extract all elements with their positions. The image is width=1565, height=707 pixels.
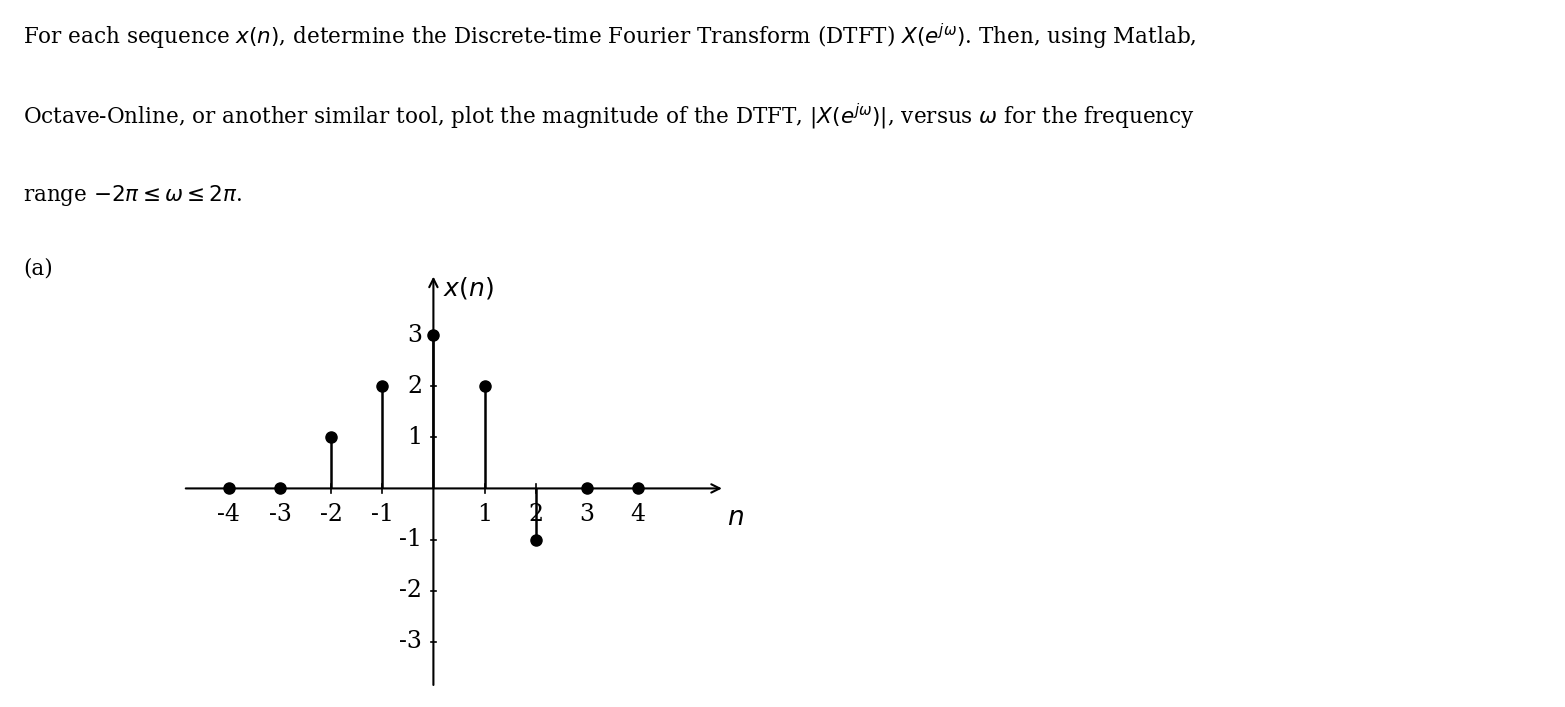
Text: Octave-Online, or another similar tool, plot the magnitude of the DTFT, $|X(e^{j: Octave-Online, or another similar tool, … [23,102,1196,132]
Text: For each sequence $x(n)$, determine the Discrete-time Fourier Transform (DTFT) $: For each sequence $x(n)$, determine the … [23,21,1197,52]
Text: 4: 4 [631,503,645,526]
Text: -3: -3 [399,630,423,653]
Text: -4: -4 [218,503,241,526]
Text: range $-2\pi \leq \omega \leq 2\pi$.: range $-2\pi \leq \omega \leq 2\pi$. [23,182,243,208]
Text: -1: -1 [399,528,423,551]
Text: 1: 1 [477,503,491,526]
Text: 2: 2 [527,503,543,526]
Text: -3: -3 [269,503,291,526]
Text: -2: -2 [399,579,423,602]
Text: -1: -1 [371,503,394,526]
Text: (a): (a) [23,258,53,280]
Text: $x(n)$: $x(n)$ [443,275,493,300]
Text: 2: 2 [407,375,423,398]
Text: 3: 3 [407,324,423,346]
Text: 3: 3 [579,503,595,526]
Text: $n$: $n$ [728,505,745,530]
Text: -2: -2 [319,503,343,526]
Text: 1: 1 [407,426,423,449]
